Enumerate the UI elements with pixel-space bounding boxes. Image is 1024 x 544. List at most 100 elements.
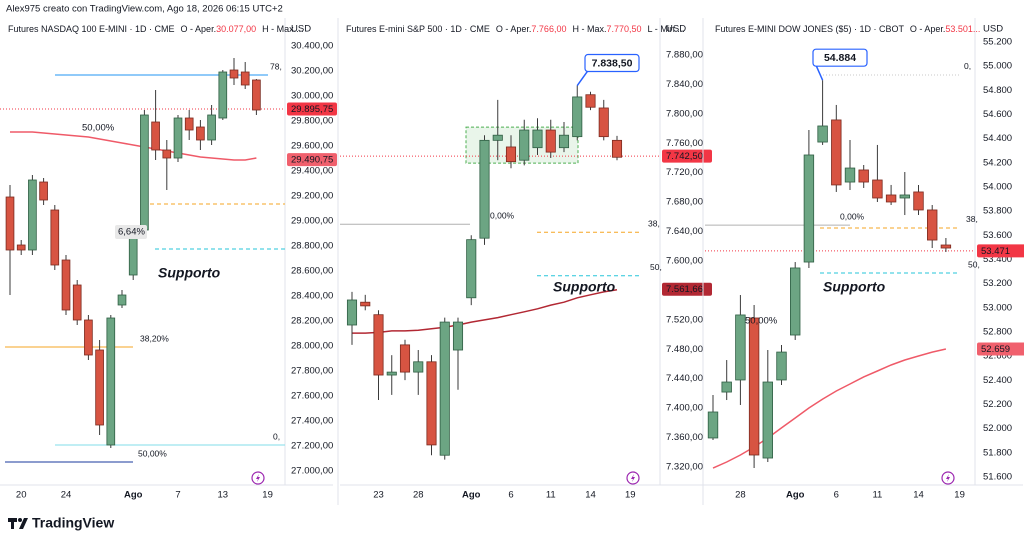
y-tick-label: 52.400	[983, 375, 1012, 386]
moving-average	[10, 131, 257, 161]
header: Alex975 creato con TradingView.com, Ago …	[6, 4, 283, 15]
y-tick-label: 53.400	[983, 254, 1012, 265]
candle-body	[707, 411, 719, 439]
y-tick-label: 54.200	[983, 157, 1012, 168]
candle-body	[196, 126, 205, 141]
y-tick-label: 27.200,00	[291, 441, 333, 452]
y-tick-label: 29.200,00	[291, 191, 333, 202]
level-label: 0,	[964, 61, 971, 71]
y-axis-label: USD	[983, 24, 1003, 35]
candle-body	[545, 129, 556, 153]
candle-body	[831, 119, 842, 186]
y-tick-label: 29.000,00	[291, 216, 333, 227]
y-tick-label: 30.400,00	[291, 41, 333, 52]
annotation: Supporto	[823, 279, 886, 295]
y-tick-label: 7.880,00	[666, 50, 703, 61]
candle-body	[885, 194, 897, 203]
candle-body	[50, 209, 60, 266]
candle-body	[39, 181, 48, 201]
logo-part	[11, 518, 14, 529]
annotation: 6,64%	[118, 227, 145, 238]
y-tick-label: 28.400,00	[291, 291, 333, 302]
price-label: 53.471	[981, 246, 1010, 257]
events-icon-bolt	[256, 474, 260, 482]
y-axis-label: USD	[291, 24, 311, 35]
x-tick-label: 19	[625, 490, 636, 501]
candle-body	[16, 244, 26, 251]
plot: Futures E-mini S&P 500 · 1D · CME O - Ape…	[337, 18, 712, 505]
candle-body	[776, 351, 787, 381]
candle-body	[598, 107, 609, 138]
y-tick-label: 29.800,00	[291, 116, 333, 127]
candle-body	[399, 344, 411, 373]
y-tick-label: 7.400,00	[666, 403, 703, 414]
legend-label: O - Aper.	[181, 24, 217, 34]
level-label: 50,	[650, 262, 662, 272]
y-tick-label: 27.400,00	[291, 416, 333, 427]
y-tick-label: 28.000,00	[291, 341, 333, 352]
candle-body	[940, 244, 952, 249]
y-tick-label: 7.440,00	[666, 373, 703, 384]
y-tick-label: 29.600,00	[291, 141, 333, 152]
price-label: 29.895,75	[291, 104, 333, 115]
candle-body	[735, 314, 746, 381]
y-tick-label: 54.000	[983, 182, 1012, 193]
footer-logo	[8, 518, 28, 529]
y-tick-label: 7.360,00	[666, 432, 703, 443]
candle-body	[748, 317, 760, 456]
x-tick-label: 6	[834, 490, 839, 501]
x-tick-label: 11	[872, 490, 882, 501]
x-tick-label: 20	[16, 490, 27, 501]
x-tick-label: 28	[735, 490, 746, 501]
y-tick-label: 51.800	[983, 447, 1012, 458]
candle-body	[872, 179, 883, 199]
price-label-box	[977, 342, 1024, 356]
candle-body	[585, 94, 596, 108]
x-tick-label: 7	[175, 490, 180, 501]
candle-body	[117, 294, 127, 306]
candle-body	[479, 139, 490, 239]
y-tick-label: 55.000	[983, 61, 1012, 72]
logo-part	[18, 518, 22, 522]
y-tick-label: 28.600,00	[291, 266, 333, 277]
candle-body	[721, 381, 732, 393]
candle-body	[899, 194, 910, 199]
x-tick-label: 14	[585, 490, 596, 501]
y-tick-label: 51.600	[983, 472, 1012, 483]
legend-label: H - Max.	[572, 24, 606, 34]
callout-label: 54.884	[824, 52, 856, 64]
price-label-box	[287, 153, 337, 167]
candle-body	[207, 114, 216, 141]
legend-value: 53.501...	[945, 24, 980, 34]
candle-body	[817, 125, 828, 143]
price-label: 7.561,66	[666, 284, 703, 295]
annotation: Supporto	[158, 265, 221, 281]
y-tick-label: 52.600	[983, 351, 1012, 362]
candle-body	[611, 139, 623, 158]
candle-body	[439, 321, 450, 456]
candle-body	[519, 129, 530, 161]
footer-brand: TradingView	[32, 515, 114, 531]
level-label: 50,	[968, 259, 980, 269]
x-tick-label: 11	[546, 490, 556, 501]
candle-body	[95, 349, 104, 426]
y-tick-label: 27.600,00	[291, 391, 333, 402]
title-text: Futures NASDAQ 100 E-MINI · 1D · CME	[8, 24, 175, 34]
y-tick-label: 54.800	[983, 85, 1012, 96]
callout-box	[812, 48, 868, 67]
candle-body	[229, 69, 239, 79]
y-tick-label: 7.520,00	[666, 314, 703, 325]
y-tick-label: 7.480,00	[666, 344, 703, 355]
y-tick-label: 54.400	[983, 133, 1012, 144]
y-tick-label: 7.600,00	[666, 256, 703, 267]
title-text: Futures E-MINI DOW JONES ($5) · 1D · CBO…	[715, 24, 905, 34]
price-label-box	[662, 282, 712, 296]
x-tick-label: 23	[373, 490, 384, 501]
level-label: 0,00%	[840, 211, 865, 221]
y-tick-label: 54.600	[983, 109, 1012, 120]
candle-body	[505, 146, 517, 163]
y-tick-label: 27.800,00	[291, 366, 333, 377]
y-tick-label: 30.200,00	[291, 66, 333, 77]
y-tick-label: 52.800	[983, 327, 1012, 338]
candle-body	[413, 361, 424, 373]
